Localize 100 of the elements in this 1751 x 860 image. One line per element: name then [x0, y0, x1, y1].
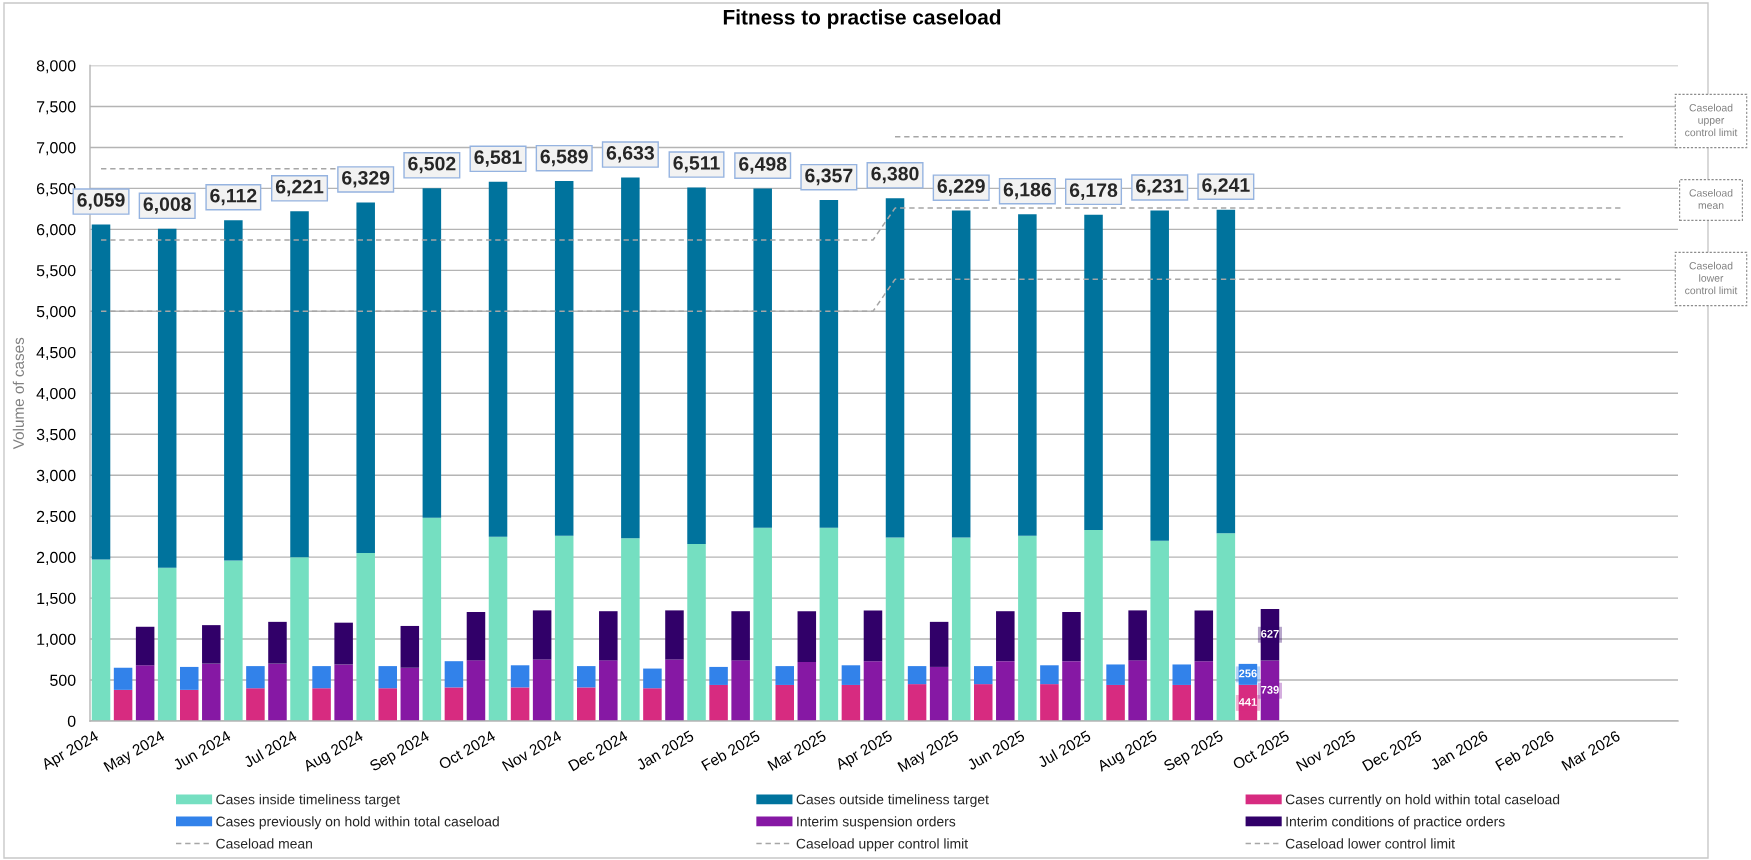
bar [929, 666, 949, 721]
legend-label: Cases inside timeliness target [216, 794, 400, 808]
bar [753, 527, 772, 721]
bar [907, 666, 927, 685]
data-label: 441 [1238, 698, 1257, 706]
bar [312, 666, 331, 689]
legend-label: Caseload mean [216, 838, 312, 849]
x-tick-label: Aug 2024 [302, 730, 366, 775]
bar [444, 687, 464, 721]
bar [599, 611, 618, 661]
bar [1106, 664, 1125, 685]
bar [1216, 533, 1236, 721]
bar [841, 665, 861, 685]
bar [422, 517, 442, 721]
bar [312, 688, 331, 721]
legend-label: Caseload lower control limit [1285, 838, 1455, 849]
bar [510, 665, 530, 688]
y-tick-label: 2,000 [36, 551, 76, 565]
bar [1062, 661, 1081, 721]
bar [532, 610, 552, 660]
bar [290, 557, 309, 721]
bar [775, 666, 795, 685]
bar [1150, 540, 1169, 721]
x-tick-label: Jun 2024 [172, 730, 232, 771]
bar [929, 621, 949, 667]
bar [709, 684, 728, 721]
bar [1150, 210, 1169, 541]
bar [973, 684, 993, 721]
bar [863, 661, 883, 721]
bar [356, 202, 375, 554]
data-label: 627 [1261, 629, 1279, 638]
bar [1194, 661, 1214, 721]
y-tick-label: 7,500 [36, 101, 76, 115]
bar [996, 611, 1015, 662]
bar [885, 198, 905, 538]
total-label: 6,357 [805, 168, 853, 186]
bar [665, 659, 684, 721]
bar [1194, 610, 1214, 662]
bar [1128, 660, 1147, 721]
y-tick-label: 500 [50, 674, 76, 686]
bar [951, 210, 971, 538]
bar [819, 527, 839, 721]
total-label: 6,221 [275, 179, 324, 197]
x-tick-label: Jan 2026 [1429, 730, 1489, 771]
bar [1018, 535, 1037, 721]
bar [1040, 684, 1059, 721]
y-tick-label: 1,500 [37, 592, 76, 606]
bar [576, 666, 596, 688]
total-label: 6,241 [1202, 178, 1250, 195]
y-tick-label: 3,500 [36, 428, 76, 443]
text: Caseload lower control limit [1685, 261, 1738, 295]
bar [576, 687, 596, 721]
bar [996, 661, 1015, 721]
total-label: 6,581 [474, 150, 522, 167]
bar [1172, 664, 1192, 685]
total-label: 6,008 [143, 197, 191, 214]
bar [1084, 530, 1103, 721]
x-tick-label: Nov 2024 [501, 730, 563, 772]
legend-label: Cases outside timeliness target [796, 794, 989, 808]
x-tick-label: Jul 2024 [242, 729, 298, 768]
bar [775, 684, 795, 721]
bar [422, 188, 442, 518]
x-tick-label: Dec 2024 [567, 730, 629, 772]
bar [1084, 214, 1103, 531]
bar [91, 224, 111, 560]
x-tick-label: Sep 2024 [368, 730, 432, 775]
bar [621, 177, 640, 539]
bar [819, 200, 839, 528]
bar [488, 181, 508, 537]
bar [378, 688, 398, 721]
x-tick-label: Apr 2024 [40, 730, 101, 773]
legend-label: Interim conditions of practice orders [1286, 816, 1505, 830]
bar [113, 667, 133, 690]
bar [400, 667, 420, 721]
chart-title: Fitness to practise caseload [723, 9, 1001, 29]
bar [643, 688, 662, 721]
bar [268, 621, 287, 664]
bar [510, 687, 530, 721]
bar [709, 666, 728, 685]
bar [135, 665, 155, 721]
bar [157, 228, 177, 568]
bar [665, 610, 684, 660]
bar [951, 537, 971, 721]
bar [554, 535, 574, 721]
x-tick-label: Oct 2024 [438, 730, 497, 770]
total-label: 6,633 [606, 146, 654, 163]
bar [599, 660, 618, 721]
bar [753, 188, 772, 528]
x-tick-label: Feb 2026 [1494, 729, 1555, 771]
y-axis-title: Volume of cases [12, 337, 24, 450]
bar [687, 187, 706, 545]
bar [224, 560, 243, 721]
y-tick-label: 0 [67, 715, 76, 727]
y-tick-label: 4,000 [36, 387, 76, 402]
legend-label: Cases currently on hold within total caseload [1285, 794, 1560, 808]
bar [797, 611, 817, 662]
bar [554, 181, 574, 536]
y-tick-label: 4,500 [36, 346, 76, 361]
bar [1040, 665, 1059, 685]
bar [1106, 684, 1125, 721]
